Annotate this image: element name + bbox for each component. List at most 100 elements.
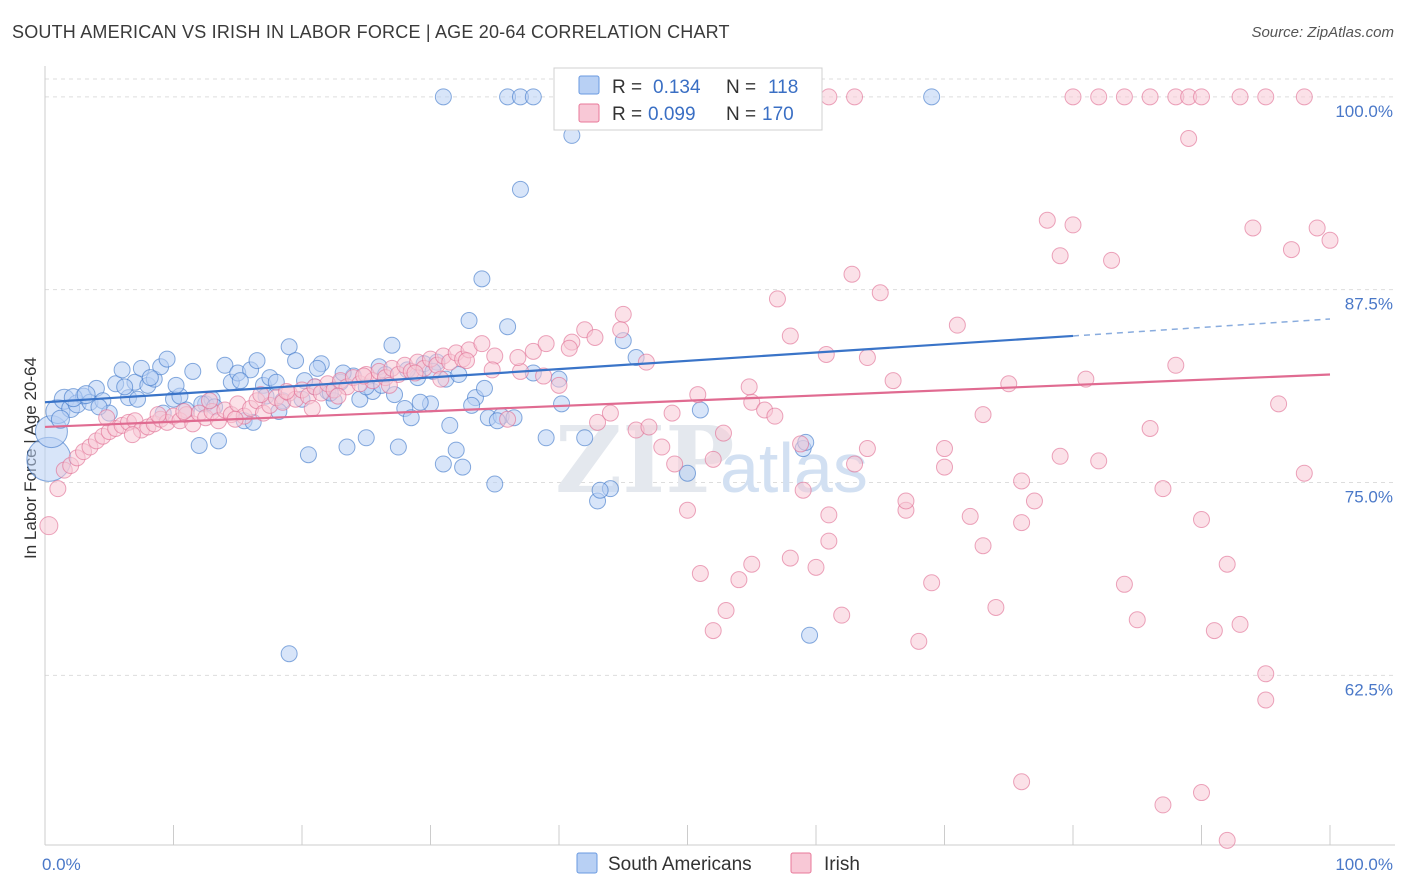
series-legend-swatch-south-americans bbox=[576, 852, 598, 874]
south-american-point-122 bbox=[463, 396, 481, 414]
irish-point-112 bbox=[1064, 216, 1082, 234]
irish-point-97 bbox=[871, 284, 889, 302]
irish-point-148 bbox=[820, 88, 838, 106]
irish-point-85 bbox=[717, 602, 735, 620]
irish-point-150 bbox=[704, 622, 722, 640]
irish-point-66 bbox=[473, 335, 491, 353]
south-american-point-72 bbox=[499, 318, 517, 336]
series-legend-swatch-irish bbox=[790, 852, 812, 874]
trend-line-0 bbox=[44, 334, 1074, 404]
irish-point-103 bbox=[948, 316, 966, 334]
south-american-point-39 bbox=[287, 352, 305, 370]
irish-point-172 bbox=[406, 364, 424, 382]
south-american-point-123 bbox=[475, 379, 493, 397]
irish-point-152 bbox=[781, 549, 799, 567]
y-tick-label-2: 87.5% bbox=[1345, 295, 1393, 314]
irish-point-153 bbox=[820, 506, 838, 524]
irish-point-176 bbox=[509, 349, 527, 367]
irish-point-95 bbox=[846, 455, 864, 473]
irish-point-118 bbox=[1141, 420, 1159, 438]
south-american-point-24 bbox=[190, 436, 208, 454]
series-south-americans bbox=[26, 88, 941, 663]
irish-point-157 bbox=[974, 406, 992, 424]
irish-point-177 bbox=[535, 367, 553, 385]
irish-point-86 bbox=[730, 571, 748, 589]
x-tick-left: 0.0% bbox=[42, 855, 81, 874]
y-tick-label-0: 62.5% bbox=[1345, 680, 1393, 699]
irish-point-170 bbox=[355, 367, 373, 385]
irish-point-89 bbox=[768, 290, 786, 308]
irish-point-130 bbox=[1295, 464, 1313, 482]
irish-point-68 bbox=[499, 410, 517, 428]
irish-point-154 bbox=[858, 440, 876, 458]
legend-r-value-1: 0.099 bbox=[648, 104, 696, 125]
irish-point-111 bbox=[1051, 247, 1069, 265]
irish-point-84 bbox=[704, 450, 722, 468]
irish-point-124 bbox=[1218, 555, 1236, 573]
irish-point-138 bbox=[1090, 88, 1108, 106]
irish-point-114 bbox=[1090, 452, 1108, 470]
irish-point-179 bbox=[586, 328, 604, 346]
correlation-legend: R = 0.134 N = 118 R = 0.099 N = 170 bbox=[553, 67, 823, 131]
irish-point-166 bbox=[252, 386, 270, 404]
irish-point-104 bbox=[961, 507, 979, 525]
x-tick-right: 100.0% bbox=[1335, 855, 1393, 874]
irish-point-135 bbox=[1193, 784, 1210, 802]
irish-point-187 bbox=[792, 435, 810, 453]
irish-point-92 bbox=[807, 558, 825, 576]
irish-point-136 bbox=[1218, 831, 1236, 849]
south-american-point-84 bbox=[679, 464, 696, 482]
south-american-point-47 bbox=[338, 438, 356, 456]
irish-point-169 bbox=[329, 387, 347, 405]
irish-point-183 bbox=[689, 386, 707, 404]
irish-point-127 bbox=[1257, 665, 1275, 683]
south-american-point-118 bbox=[411, 393, 429, 411]
legend-swatch-0 bbox=[578, 75, 600, 95]
legend-r-label-0: R = bbox=[612, 77, 642, 98]
series-legend: South Americans Irish bbox=[576, 852, 860, 875]
irish-point-1 bbox=[49, 480, 67, 498]
south-american-point-126 bbox=[591, 481, 609, 499]
south-american-point-66 bbox=[460, 312, 478, 330]
irish-point-122 bbox=[1193, 511, 1210, 529]
south-american-point-64 bbox=[447, 441, 465, 459]
south-american-point-33 bbox=[248, 352, 266, 370]
y-tick-label-3: 100.0% bbox=[1335, 102, 1393, 121]
irish-point-155 bbox=[897, 492, 915, 510]
south-american-point-96 bbox=[50, 409, 70, 429]
legend-n-label-0: N = bbox=[726, 77, 756, 98]
trend-line-extension-0 bbox=[1072, 318, 1331, 337]
irish-point-180 bbox=[612, 321, 630, 339]
irish-point-139 bbox=[1064, 88, 1082, 106]
irish-point-161 bbox=[123, 426, 141, 444]
south-american-point-104 bbox=[167, 376, 185, 394]
irish-point-133 bbox=[1013, 773, 1031, 791]
x-tick-labels: 0.0% 100.0% bbox=[42, 855, 1393, 874]
irish-point-83 bbox=[691, 565, 709, 583]
irish-point-93 bbox=[820, 532, 838, 550]
irish-point-162 bbox=[149, 406, 167, 424]
series-irish bbox=[39, 88, 1339, 849]
south-american-point-57 bbox=[402, 409, 420, 427]
south-american-point-107 bbox=[231, 372, 249, 390]
irish-point-178 bbox=[560, 339, 578, 357]
south-american-point-70 bbox=[486, 475, 504, 493]
irish-point-106 bbox=[987, 598, 1005, 616]
irish-point-79 bbox=[640, 418, 658, 436]
legend-n-value-0: 118 bbox=[768, 77, 798, 98]
irish-point-158 bbox=[1013, 472, 1031, 490]
irish-point-76 bbox=[601, 404, 619, 422]
irish-point-186 bbox=[766, 407, 784, 425]
irish-point-160 bbox=[98, 409, 116, 427]
chart-title: SOUTH AMERICAN VS IRISH IN LABOR FORCE |… bbox=[12, 22, 730, 42]
irish-point-102 bbox=[936, 440, 953, 458]
irish-point-115 bbox=[1103, 251, 1121, 269]
irish-point-82 bbox=[679, 501, 696, 519]
irish-point-125 bbox=[1231, 615, 1249, 633]
irish-point-101 bbox=[923, 574, 941, 592]
irish-point-137 bbox=[1257, 691, 1275, 709]
irish-point-132 bbox=[1321, 231, 1339, 249]
irish-point-129 bbox=[1282, 241, 1300, 259]
irish-point-189 bbox=[843, 265, 861, 283]
irish-point-98 bbox=[884, 372, 902, 390]
